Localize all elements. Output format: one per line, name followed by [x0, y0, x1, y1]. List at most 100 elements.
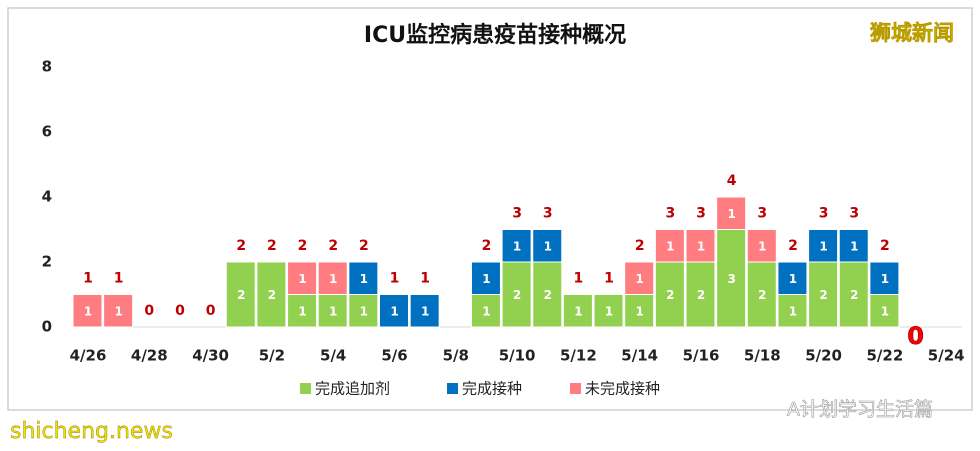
bar-segment	[348, 294, 379, 328]
x-tick-label: 5/2	[259, 347, 285, 365]
bar-segment	[317, 294, 348, 328]
segment-label: 1	[666, 239, 674, 253]
bar-segment	[654, 229, 685, 263]
total-label: 1	[390, 271, 400, 287]
total-label: 2	[267, 238, 277, 254]
segment-label: 1	[513, 239, 521, 253]
bar-segment	[685, 261, 716, 328]
total-label: 2	[635, 238, 645, 254]
segment-label: 2	[544, 288, 552, 302]
segment-label: 3	[727, 272, 735, 286]
legend-swatch	[447, 383, 458, 394]
x-tick-label: 5/16	[683, 347, 720, 365]
total-label: 1	[83, 271, 93, 287]
y-tick-label: 0	[42, 318, 52, 336]
segment-label: 1	[360, 272, 368, 286]
total-label: 2	[298, 238, 308, 254]
segment-label: 1	[329, 272, 337, 286]
x-tick-label: 5/22	[867, 347, 904, 365]
x-tick-label: 4/26	[70, 347, 107, 365]
total-label: 2	[788, 238, 798, 254]
segment-label: 1	[114, 304, 122, 318]
chart-frame	[7, 7, 973, 411]
bar-segment	[409, 294, 440, 328]
x-tick-label: 5/8	[443, 347, 469, 365]
bar-segment	[808, 229, 839, 263]
segment-label: 2	[237, 288, 245, 302]
total-label: 2	[328, 238, 338, 254]
segment-label: 1	[360, 304, 368, 318]
segment-label: 2	[268, 288, 276, 302]
total-label: 2	[880, 238, 890, 254]
total-label: 3	[849, 206, 859, 222]
x-tick-label: 5/24	[928, 347, 965, 365]
watermark: 狮城新闻	[870, 21, 954, 45]
bar-segment	[593, 294, 624, 328]
segment-label: 2	[697, 288, 705, 302]
bar-segment	[746, 261, 777, 328]
segment-label: 2	[513, 288, 521, 302]
segment-label: 1	[636, 304, 644, 318]
bar-segment	[287, 261, 318, 295]
bar-segment	[808, 261, 839, 328]
bar-segment	[777, 261, 808, 295]
segment-label: 1	[298, 304, 306, 318]
bar-segment	[624, 294, 655, 328]
x-tick-label: 5/6	[381, 347, 407, 365]
x-tick-label: 5/14	[621, 347, 658, 365]
segment-label: 1	[819, 239, 827, 253]
legend-swatch	[300, 383, 311, 394]
total-label: 0	[144, 303, 154, 319]
segment-label: 1	[482, 272, 490, 286]
total-label: 0	[907, 322, 924, 350]
total-label: 3	[696, 206, 706, 222]
total-label: 1	[604, 271, 614, 287]
segment-label: 1	[605, 304, 613, 318]
x-tick-label: 4/28	[131, 347, 168, 365]
bar-segment	[72, 294, 103, 328]
bar-segment	[103, 294, 134, 328]
bar-segment	[746, 229, 777, 263]
x-tick-label: 5/4	[320, 347, 346, 365]
watermark: shicheng.news	[10, 419, 173, 444]
bar-segment	[716, 196, 747, 230]
legend-label: 完成接种	[462, 380, 522, 398]
segment-label: 1	[390, 304, 398, 318]
total-label: 2	[359, 238, 369, 254]
bar-segment	[501, 229, 532, 263]
segment-label: 2	[666, 288, 674, 302]
total-label: 1	[114, 271, 124, 287]
segment-label: 1	[298, 272, 306, 286]
bar-segment	[348, 261, 379, 295]
bar-segment	[317, 261, 348, 295]
segment-label: 1	[758, 239, 766, 253]
x-tick-label: 4/30	[192, 347, 229, 365]
segment-label: 1	[850, 239, 858, 253]
segment-label: 1	[727, 207, 735, 221]
total-label: 3	[512, 206, 522, 222]
segment-label: 2	[758, 288, 766, 302]
y-tick-label: 2	[42, 253, 52, 271]
x-tick-label: 5/10	[499, 347, 536, 365]
bar-segment	[470, 294, 501, 328]
segment-label: 1	[789, 272, 797, 286]
x-tick-label: 5/12	[560, 347, 597, 365]
x-tick-label: 5/20	[805, 347, 842, 365]
segment-label: 1	[574, 304, 582, 318]
y-tick-label: 8	[42, 58, 52, 76]
total-label: 0	[206, 303, 216, 319]
bar-segment	[287, 294, 318, 328]
y-tick-label: 6	[42, 123, 52, 141]
watermark: A计划学习生活篇	[787, 399, 933, 421]
bar-segment	[470, 261, 501, 295]
y-tick-label: 4	[42, 188, 52, 206]
total-label: 3	[819, 206, 829, 222]
total-label: 2	[236, 238, 246, 254]
bar-segment	[838, 229, 869, 263]
segment-label: 1	[421, 304, 429, 318]
segment-label: 1	[636, 272, 644, 286]
total-label: 3	[665, 206, 675, 222]
bar-segment	[379, 294, 409, 328]
total-label: 1	[420, 271, 430, 287]
